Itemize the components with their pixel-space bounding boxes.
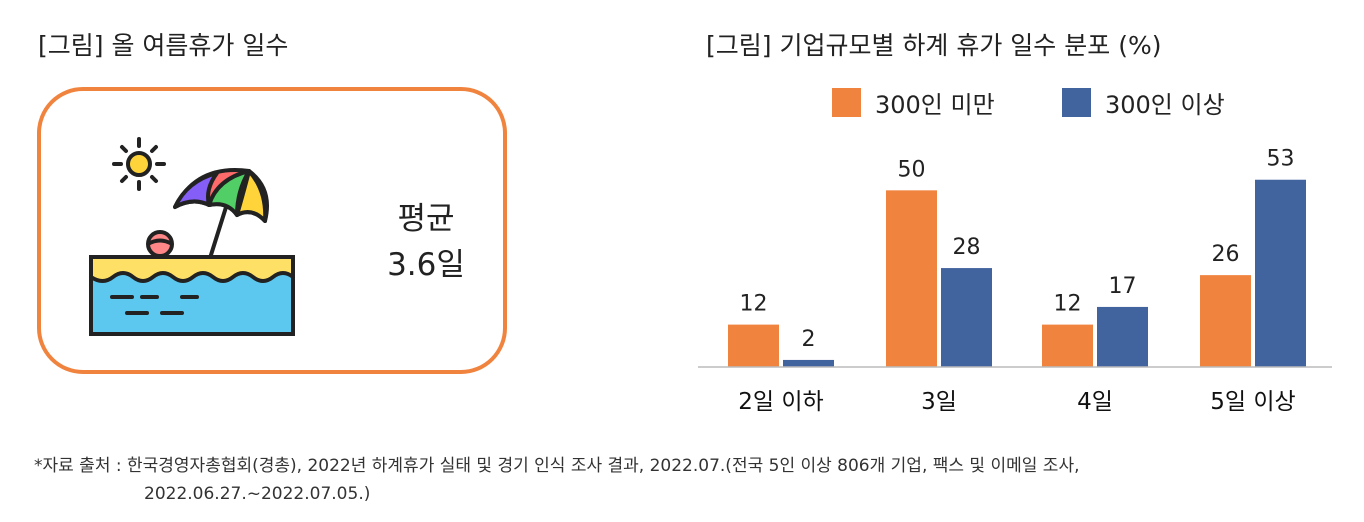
average-label: 평균 xyxy=(397,201,455,237)
data-label-under-300-3: 26 xyxy=(1212,242,1240,267)
beach-ball-icon xyxy=(146,230,174,258)
legend-label-under-300: 300인 미만 xyxy=(875,90,995,119)
data-label-over-300-2: 17 xyxy=(1109,274,1137,299)
legend-swatch-over-300 xyxy=(1062,87,1091,117)
bar-over-300-3 xyxy=(1255,179,1306,367)
average-days-card: 평균 3.6일 xyxy=(37,87,507,374)
bar-under-300-3 xyxy=(1200,275,1251,367)
legend-label-over-300: 300인 이상 xyxy=(1105,90,1225,119)
source-line-1: *자료 출처 : 한국경영자총협회(경총), 2022년 하계휴가 실태 및 경… xyxy=(34,456,1080,476)
chart-title: [그림] 기업규모별 하계 휴가 일수 분포 (%) xyxy=(706,31,1162,60)
average-value: 3.6일 xyxy=(387,247,465,283)
data-label-over-300-0: 2 xyxy=(802,327,816,352)
data-label-over-300-3: 53 xyxy=(1267,147,1295,172)
source-line-2: 2022.06.27.~2022.07.05.) xyxy=(144,484,371,504)
bar-over-300-2 xyxy=(1097,306,1148,367)
bar-under-300-0 xyxy=(728,324,779,367)
x-tick-label-0: 2일 이하 xyxy=(738,389,823,415)
bar-over-300-1 xyxy=(941,268,992,367)
legend-item-over-300: 300인 이상 xyxy=(1062,84,1225,120)
water-icon xyxy=(89,255,295,336)
data-label-under-300-1: 50 xyxy=(898,157,926,182)
source-note: *자료 출처 : 한국경영자총협회(경총), 2022년 하계휴가 실태 및 경… xyxy=(34,452,1080,508)
bar-over-300-0 xyxy=(783,359,834,367)
x-tick-label-3: 5일 이상 xyxy=(1210,389,1295,415)
legend-item-under-300: 300인 미만 xyxy=(832,84,995,120)
bar-chart: 12 2 2일 이하 50 28 3일 12 17 4일 26 53 5일 이상 xyxy=(698,147,1332,415)
umbrella-icon xyxy=(173,168,269,276)
beach-umbrella-icon xyxy=(89,137,295,336)
bar-under-300-1 xyxy=(886,190,937,367)
data-label-under-300-0: 12 xyxy=(740,292,768,317)
bar-under-300-2 xyxy=(1042,324,1093,367)
sun-icon xyxy=(112,137,166,191)
left-title: [그림] 올 여름휴가 일수 xyxy=(38,31,289,60)
data-label-under-300-2: 12 xyxy=(1054,292,1082,317)
x-tick-label-1: 3일 xyxy=(921,389,957,415)
data-label-over-300-1: 28 xyxy=(953,235,981,260)
x-tick-label-2: 4일 xyxy=(1077,389,1113,415)
legend-swatch-under-300 xyxy=(832,87,861,117)
